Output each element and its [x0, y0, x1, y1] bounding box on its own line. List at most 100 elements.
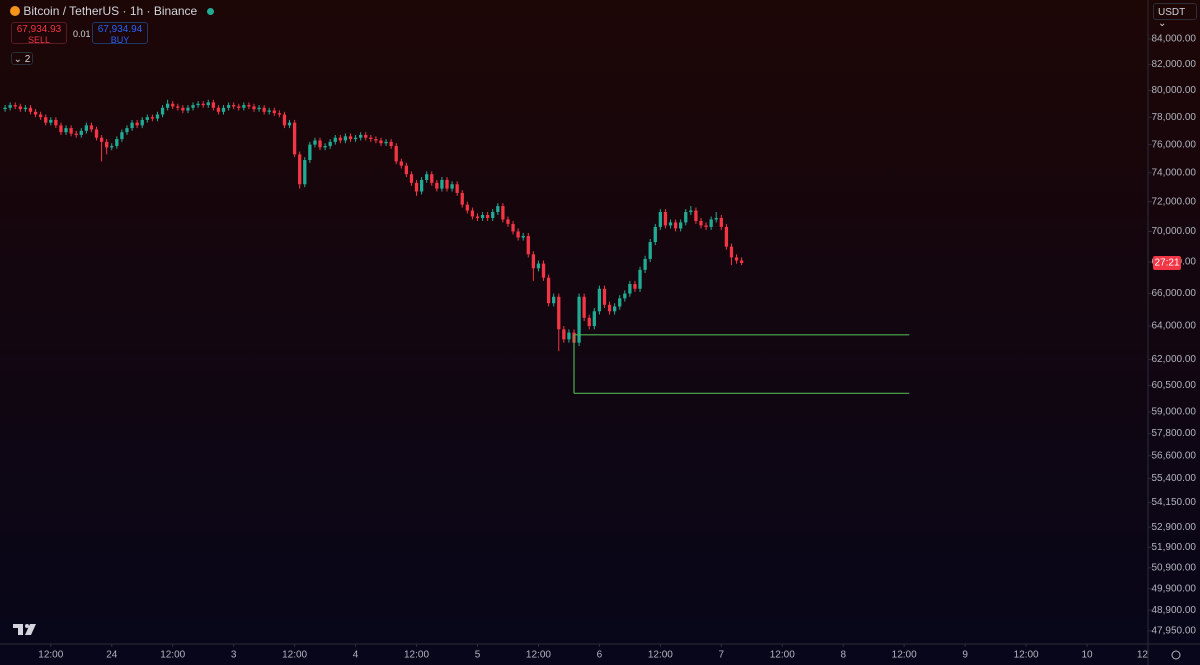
- candle-body: [475, 216, 480, 218]
- y-tick-label: 54,150.00: [1152, 497, 1197, 508]
- candle-body: [313, 140, 317, 145]
- candle-body: [8, 105, 12, 108]
- candle-body: [546, 277, 551, 304]
- candle-body: [221, 107, 226, 112]
- candle-body: [364, 134, 368, 138]
- candle-body: [435, 182, 439, 189]
- candle-body: [298, 154, 302, 185]
- candle-body: [211, 102, 215, 108]
- candle-body: [521, 235, 525, 238]
- x-tick-label: 7: [719, 650, 725, 661]
- x-tick-label: 12: [1137, 650, 1149, 661]
- buy-button[interactable]: 67,934.94 BUY: [92, 22, 148, 45]
- candle-body: [607, 304, 612, 312]
- candle-body: [602, 288, 607, 305]
- candle-body: [247, 105, 251, 107]
- y-tick-label: 72,000.00: [1152, 196, 1197, 207]
- candle-body: [496, 206, 500, 213]
- candle-body: [694, 210, 698, 221]
- symbol-row: Bitcoin / TetherUS · 1h · Binance: [10, 4, 214, 18]
- candle-body: [130, 122, 134, 129]
- x-tick-label: 12:00: [526, 650, 551, 661]
- candle-body: [374, 139, 378, 141]
- x-tick-label: 10: [1081, 650, 1093, 661]
- candle-body: [658, 212, 663, 227]
- candle-body: [541, 263, 546, 278]
- candle-body: [343, 136, 348, 141]
- candle-body: [89, 125, 94, 130]
- candle-body: [201, 103, 205, 106]
- candle-body: [526, 235, 530, 255]
- candle-body: [389, 141, 393, 147]
- candle-body: [353, 137, 358, 140]
- candle-body: [64, 128, 68, 133]
- candle-body: [719, 217, 723, 227]
- candle-body: [216, 107, 221, 112]
- y-tick-label: 70,000.00: [1152, 226, 1197, 237]
- candle-body: [59, 125, 63, 133]
- candle-body: [612, 306, 617, 312]
- candle-body: [709, 219, 713, 227]
- y-tick-label: 84,000.00: [1152, 34, 1197, 45]
- candle-body: [110, 146, 114, 148]
- candle-body: [409, 174, 414, 183]
- candle-body: [196, 103, 200, 106]
- candle-body: [531, 254, 536, 269]
- candle-body: [684, 212, 688, 223]
- buy-label: BUY: [110, 35, 130, 45]
- candle-body: [267, 110, 271, 112]
- sell-label: SELL: [27, 35, 51, 45]
- candle-body: [38, 114, 43, 118]
- candle-body: [13, 105, 17, 107]
- candle-body: [232, 105, 236, 107]
- x-tick-label: 12:00: [770, 650, 795, 661]
- candle-body: [506, 219, 510, 224]
- candle-body: [160, 107, 165, 115]
- candle-body: [562, 329, 566, 340]
- candle-body: [455, 184, 459, 193]
- candle-body: [18, 106, 22, 110]
- candle-body: [404, 165, 409, 175]
- candle-body: [348, 136, 353, 140]
- y-tick-label: 66,000.00: [1152, 288, 1197, 299]
- candle-body: [323, 146, 327, 148]
- candle-body: [242, 105, 246, 108]
- currency-selector[interactable]: USDT ⌄: [1153, 3, 1197, 29]
- x-tick-label: 9: [962, 650, 968, 661]
- candle-body: [689, 210, 693, 213]
- y-tick-label: 78,000.00: [1152, 112, 1197, 123]
- candle-body: [425, 174, 429, 180]
- candle-body: [734, 257, 739, 261]
- candle-body: [623, 293, 627, 299]
- candle-body: [638, 269, 642, 289]
- y-tick-label: 48,900.00: [1152, 605, 1197, 616]
- candle-body: [99, 137, 104, 142]
- y-tick-label: 60,500.00: [1152, 380, 1197, 391]
- candle-body: [582, 296, 586, 318]
- x-tick-label: 12:00: [648, 650, 673, 661]
- x-tick-label: 3: [231, 650, 237, 661]
- y-tick-label: 55,400.00: [1152, 473, 1197, 484]
- candle-body: [450, 184, 454, 189]
- indicators-toggle[interactable]: ⌄ 2: [11, 52, 33, 65]
- candle-body: [359, 134, 363, 138]
- y-tick-label: 47,950.00: [1152, 625, 1197, 636]
- y-tick-label: 80,000.00: [1152, 85, 1197, 96]
- candle-body: [252, 106, 256, 110]
- candle-body: [69, 128, 73, 134]
- sell-button[interactable]: 67,934.93 SELL: [11, 22, 67, 45]
- price-tag: [1153, 256, 1181, 271]
- candle-body: [729, 246, 734, 258]
- settings-icon[interactable]: [1171, 650, 1181, 660]
- candle-body: [84, 125, 89, 131]
- candle-body: [618, 298, 622, 307]
- candle-body: [262, 107, 266, 112]
- x-tick-label: 12:00: [404, 650, 429, 661]
- candle-body: [440, 179, 444, 189]
- candle-body: [384, 141, 388, 144]
- y-tick-label: 64,000.00: [1152, 321, 1197, 332]
- candle-body: [115, 139, 119, 147]
- tradingview-logo: [13, 624, 36, 635]
- y-tick-label: 82,000.00: [1152, 59, 1197, 70]
- indicator-count: 2: [24, 54, 31, 65]
